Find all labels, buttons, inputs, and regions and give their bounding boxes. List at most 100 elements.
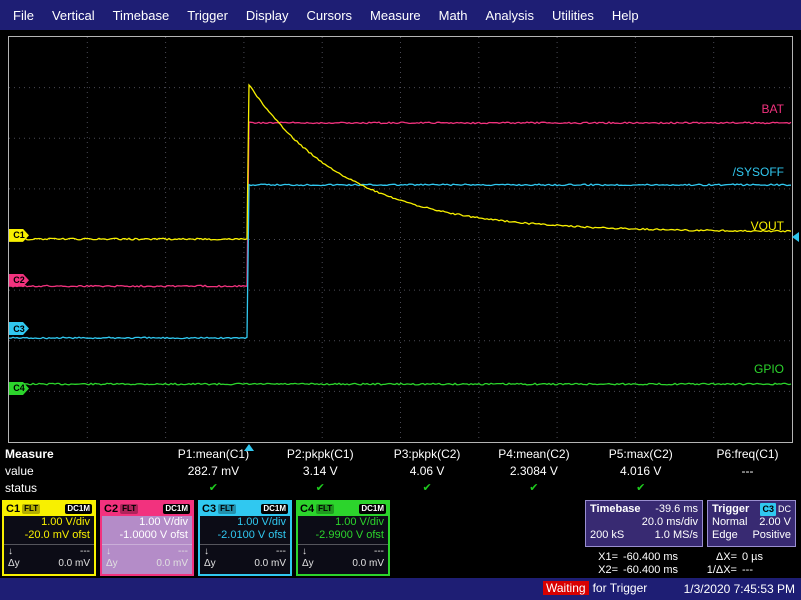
menu-item-help[interactable]: Help — [611, 7, 639, 23]
cursor-row: ↓ --- — [200, 544, 290, 558]
measure-p1-header[interactable]: P1:mean(C1) — [177, 446, 250, 461]
cursor-arrow-icon: ↓ — [302, 546, 307, 557]
menu-item-timebase[interactable]: Timebase — [112, 7, 170, 23]
measure-p1-status-icon: ✔ — [208, 482, 219, 494]
offset-readout: -2.9900 V ofst — [315, 529, 385, 541]
offset-readout: -20.0 mV ofst — [24, 529, 90, 541]
measure-p4-header[interactable]: P4:mean(C2) — [498, 446, 570, 461]
channel-descriptor-c2[interactable]: C2 FLT DC1M 1.00 V/div -1.0000 V ofst ↓ … — [100, 500, 194, 576]
status-row-label: status — [5, 480, 38, 495]
timebase-box[interactable]: Timebase -39.6 ms 20.0 ms/div 200 kS 1.0… — [585, 500, 703, 547]
trace-label-bat: BAT — [761, 102, 784, 117]
trigger-slope: Positive — [752, 529, 791, 541]
channel-marker-c1[interactable]: C1 — [9, 228, 29, 242]
value-row-label: value — [5, 463, 34, 478]
trace-label-sysoff: /SYSOFF — [732, 164, 784, 179]
menu-item-vertical[interactable]: Vertical — [51, 7, 95, 23]
menu-item-analysis[interactable]: Analysis — [485, 7, 534, 23]
delta-y-value: 0.0 mV — [156, 558, 188, 569]
measure-p2-header[interactable]: P2:pkpk(C1) — [286, 446, 354, 461]
channel-id: C1 — [6, 503, 21, 515]
cursor-row: ↓ --- — [4, 544, 94, 558]
trigger-coupling: DC — [778, 504, 791, 514]
measure-p2-value: 3.14 V — [302, 463, 338, 478]
vdiv-readout: 1.00 V/div — [139, 516, 188, 528]
vdiv-readout: 1.00 V/div — [237, 516, 286, 528]
measure-p3-header[interactable]: P3:pkpk(C2) — [393, 446, 461, 461]
channel-id: C4 — [300, 503, 315, 515]
trace-label-gpio: GPIO — [753, 362, 784, 377]
cursor-value: --- — [80, 546, 90, 557]
trigger-type: Edge — [712, 529, 738, 541]
channel-marker-c2[interactable]: C2 — [9, 273, 29, 287]
filter-badge: FLT — [218, 504, 237, 514]
trigger-box[interactable]: Trigger C3 DC Normal 2.00 V Edge Positiv… — [707, 500, 796, 547]
trigger-status-highlight: Waiting — [543, 581, 589, 595]
channel-marker-c3[interactable]: C3 — [9, 322, 29, 335]
x1-value: -60.400 ms — [623, 551, 679, 563]
cursor-value: --- — [374, 546, 384, 557]
trigger-source-badge: C3 — [760, 503, 776, 516]
trigger-status-text: for Trigger — [592, 581, 648, 595]
measure-p5-value: 4.016 V — [620, 463, 662, 478]
timebase-rate: 1.0 MS/s — [654, 529, 698, 541]
trigger-level: 2.00 V — [759, 516, 791, 528]
dx-value: 0 µs — [742, 551, 764, 563]
measure-p4-status-icon: ✔ — [529, 482, 539, 494]
measure-p6-header[interactable]: P6:freq(C1) — [716, 446, 779, 461]
measure-p4-value: 2.3084 V — [509, 463, 558, 478]
measure-title: Measure — [5, 446, 54, 461]
measure-value-row: value 282.7 mV 3.14 V 4.06 V 2.3084 V 4.… — [0, 462, 801, 479]
timebase-samples: 200 kS — [590, 529, 625, 541]
cursor-arrow-icon: ↓ — [204, 546, 209, 557]
trigger-status: Waiting for Trigger — [543, 581, 647, 595]
coupling-badge: DC1M — [163, 504, 190, 514]
menu-bar: File Vertical Timebase Trigger Display C… — [0, 0, 801, 30]
trigger-level-marker[interactable] — [792, 232, 799, 243]
cursor-readout: X1= -60.400 ms ΔX= 0 µs X2= -60.400 ms 1… — [588, 551, 798, 577]
cursor-arrow-icon: ↓ — [106, 546, 111, 557]
channel-id: C2 — [104, 503, 119, 515]
cursor-value: --- — [276, 546, 286, 557]
menu-item-trigger[interactable]: Trigger — [187, 7, 228, 23]
coupling-badge: DC1M — [261, 504, 288, 514]
channel-marker-c4[interactable]: C4 — [9, 381, 29, 395]
offset-readout: -1.0000 V ofst — [119, 529, 189, 541]
measure-p1-value: 282.7 mV — [187, 463, 240, 478]
delta-y-label: Δy — [106, 558, 118, 569]
channel-descriptor-c1[interactable]: C1 FLT DC1M 1.00 V/div -20.0 mV ofst ↓ -… — [2, 500, 96, 576]
measure-p3-value: 4.06 V — [409, 463, 445, 478]
inv-dx-label: 1/ΔX= — [706, 564, 737, 576]
filter-badge: FLT — [22, 504, 41, 514]
menu-item-file[interactable]: File — [13, 7, 34, 23]
scope-display: C1 C2 C3 C4 BAT /SYSOFF VOUT GPIO — [8, 36, 799, 451]
x2-label: X2= — [598, 564, 618, 576]
menu-item-utilities[interactable]: Utilities — [551, 7, 594, 23]
filter-badge: FLT — [120, 504, 139, 514]
measure-p5-header[interactable]: P5:max(C2) — [608, 446, 673, 461]
menu-item-display[interactable]: Display — [245, 7, 289, 23]
x2-value: -60.400 ms — [623, 564, 679, 576]
measure-table: Measure P1:mean(C1) P2:pkpk(C1) P3:pkpk(… — [0, 445, 801, 496]
menu-item-measure[interactable]: Measure — [370, 7, 421, 23]
trace-label-vout: VOUT — [750, 219, 784, 234]
filter-badge: FLT — [316, 504, 335, 514]
offset-readout: -2.0100 V ofst — [217, 529, 287, 541]
channel-descriptor-c3[interactable]: C3 FLT DC1M 1.00 V/div -2.0100 V ofst ↓ … — [198, 500, 292, 576]
cursor-value: --- — [178, 546, 188, 557]
measure-status-row: status ✔ ✔ ✔ ✔ ✔ — [0, 479, 801, 496]
measure-header-row: Measure P1:mean(C1) P2:pkpk(C1) P3:pkpk(… — [0, 445, 801, 462]
delta-row: Δy 0.0 mV — [102, 558, 192, 570]
channel-header: C1 FLT DC1M — [4, 502, 94, 516]
channel-descriptor-c4[interactable]: C4 FLT DC1M 1.00 V/div -2.9900 V ofst ↓ … — [296, 500, 390, 576]
measure-p5-status-icon: ✔ — [636, 482, 646, 494]
trigger-time-marker[interactable] — [243, 444, 254, 451]
dx-label: ΔX= — [715, 551, 737, 563]
menu-item-cursors[interactable]: Cursors — [306, 7, 353, 23]
trigger-title: Trigger — [712, 503, 750, 515]
menu-item-math[interactable]: Math — [438, 7, 468, 23]
waveform-plot — [9, 37, 792, 442]
delta-y-label: Δy — [8, 558, 20, 569]
status-bar: Waiting for Trigger 1/3/2020 7:45:53 PM — [0, 578, 801, 600]
